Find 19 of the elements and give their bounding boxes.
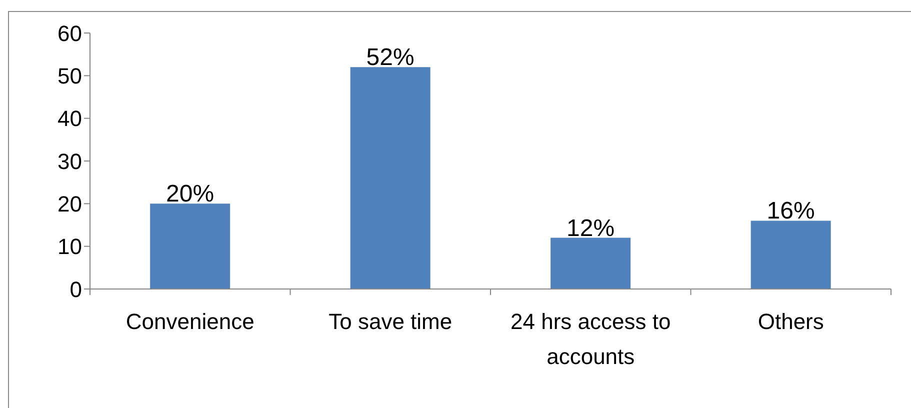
x-tick-label: To save time xyxy=(328,309,452,334)
y-tick-label: 30 xyxy=(58,148,82,174)
x-tick-label: Convenience xyxy=(126,309,254,334)
data-label: 20% xyxy=(166,180,214,208)
data-label: 52% xyxy=(366,44,414,72)
x-tick-label: Others xyxy=(758,309,824,334)
bar xyxy=(350,67,430,289)
y-tick-label: 0 xyxy=(70,276,82,302)
bar xyxy=(550,238,631,289)
data-label: 16% xyxy=(766,198,815,225)
bar xyxy=(750,220,831,289)
data-label: 12% xyxy=(566,214,615,242)
y-tick-label: 20 xyxy=(58,191,82,216)
y-tick-label: 50 xyxy=(58,63,82,88)
y-tick-label: 60 xyxy=(58,20,82,46)
y-tick-label: 40 xyxy=(58,106,82,132)
y-tick-label: 10 xyxy=(58,234,82,260)
bar xyxy=(150,204,230,289)
x-tick-label: 24 hrs access to accounts xyxy=(510,309,671,369)
